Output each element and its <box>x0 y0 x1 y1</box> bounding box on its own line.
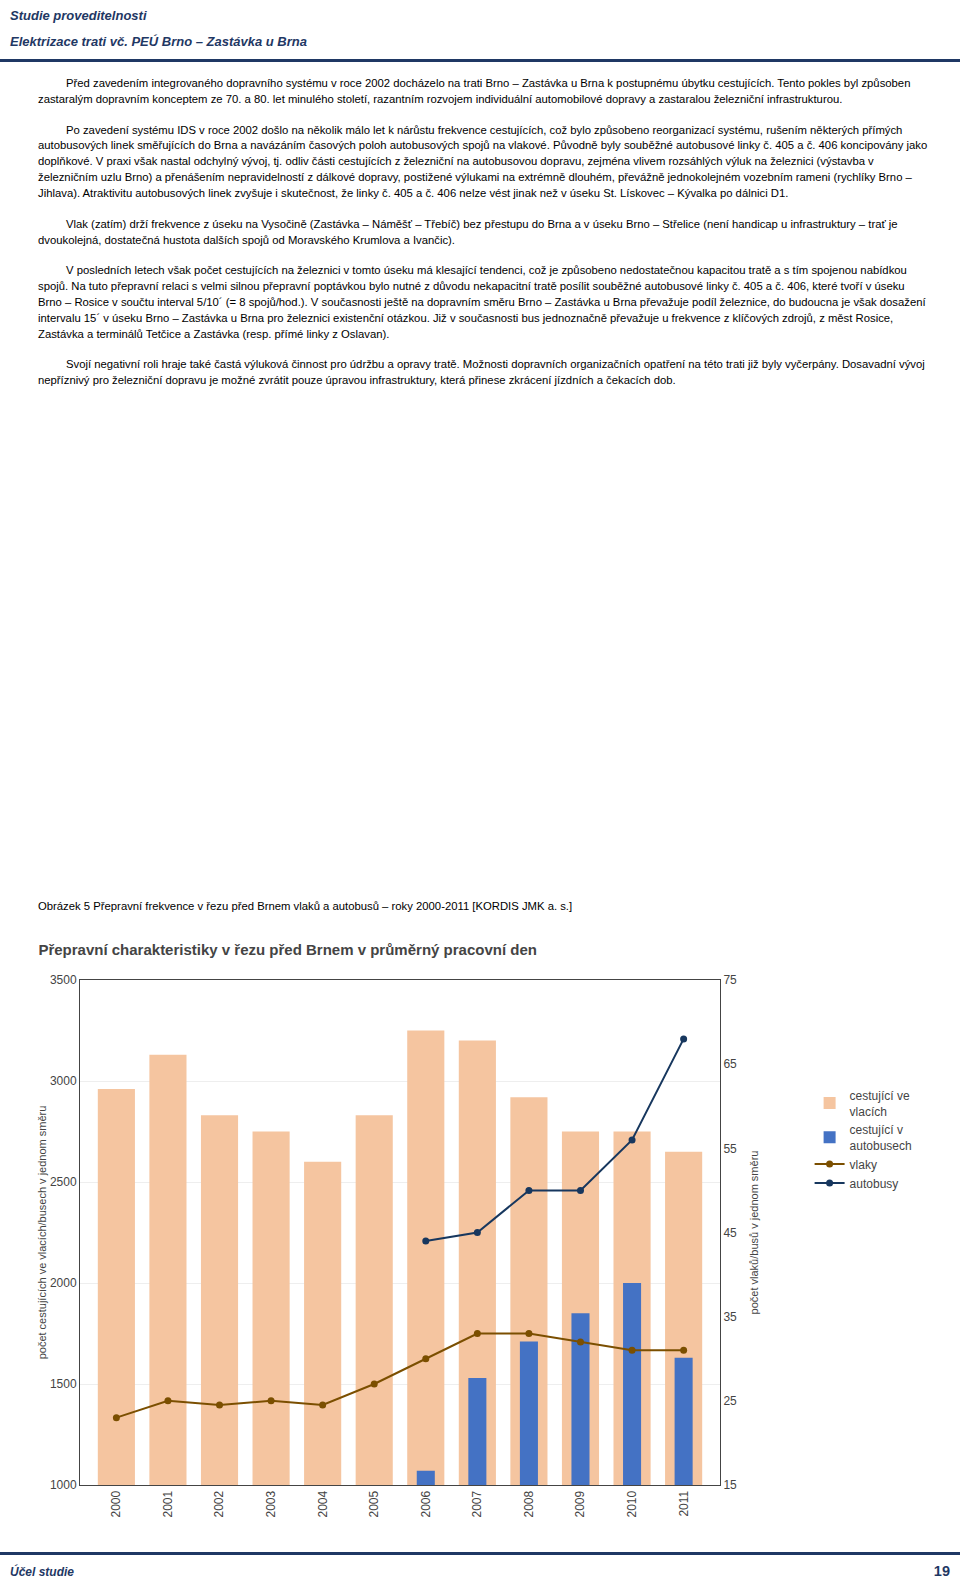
svg-text:počet cestujících ve vlacích/b: počet cestujících ve vlacích/busech v je… <box>36 1106 48 1360</box>
svg-text:2003: 2003 <box>264 1490 278 1517</box>
svg-text:1500: 1500 <box>50 1377 77 1391</box>
svg-text:15: 15 <box>723 1478 737 1492</box>
html-text:Účel studie: Účel studie <box>10 1565 74 1579</box>
svg-text:autobusy: autobusy <box>850 1177 899 1191</box>
html-text:19: 19 <box>933 1563 950 1579</box>
svg-text:cestující vautobusech: cestující vautobusech <box>850 1123 912 1153</box>
html-text:Svojí negativní roli hraje tak: Svojí negativní roli hraje také častá vý… <box>38 358 925 387</box>
svg-text:45: 45 <box>723 1226 737 1240</box>
svg-text:2005: 2005 <box>367 1490 381 1517</box>
html-text:Před zavedením integrovaného d: Před zavedením integrovaného dopravního … <box>38 77 911 105</box>
svg-text:2000: 2000 <box>50 1276 77 1290</box>
svg-text:cestující vevlacích: cestující vevlacích <box>850 1089 910 1119</box>
svg-text:2001: 2001 <box>161 1490 175 1517</box>
svg-text:2000: 2000 <box>109 1490 123 1517</box>
html-text:Po zavedení systému IDS v roce: Po zavedení systému IDS v roce 2002 došl… <box>38 123 928 199</box>
svg-text:3000: 3000 <box>50 1074 77 1088</box>
svg-text:2011: 2011 <box>677 1490 691 1516</box>
svg-text:2002: 2002 <box>212 1490 226 1517</box>
svg-text:25: 25 <box>723 1394 737 1408</box>
svg-text:2008: 2008 <box>522 1490 536 1517</box>
svg-text:55: 55 <box>723 1142 737 1156</box>
svg-text:2500: 2500 <box>50 1175 77 1189</box>
svg-text:2007: 2007 <box>470 1490 484 1517</box>
svg-text:vlaky: vlaky <box>850 1158 877 1172</box>
html-text:Studie proveditelnosti: Studie proveditelnosti <box>10 8 147 23</box>
html-text:V posledních letech však počet: V posledních letech však počet cestující… <box>38 264 926 340</box>
svg-text:Přepravní charakteristiky v ře: Přepravní charakteristiky v řezu před Br… <box>38 941 537 958</box>
svg-text:3500: 3500 <box>50 973 77 987</box>
svg-text:75: 75 <box>723 973 737 987</box>
svg-text:1000: 1000 <box>50 1478 77 1492</box>
svg-text:2009: 2009 <box>573 1490 587 1517</box>
svg-text:počet vlaků/busů v jednom směr: počet vlaků/busů v jednom směru <box>748 1151 760 1315</box>
html-text:Vlak (zatím) drží frekvence z: Vlak (zatím) drží frekvence z úseku na V… <box>38 217 898 246</box>
svg-text:2010: 2010 <box>625 1490 639 1517</box>
svg-text:2004: 2004 <box>316 1490 330 1517</box>
svg-text:2006: 2006 <box>419 1490 433 1517</box>
svg-text:65: 65 <box>723 1057 737 1071</box>
svg-text:35: 35 <box>723 1310 737 1324</box>
html-text:Elektrizace trati vč. PEÚ Brno: Elektrizace trati vč. PEÚ Brno – Zastávk… <box>10 34 307 49</box>
html-text:Obrázek 5 Přepravní frekvence: Obrázek 5 Přepravní frekvence v řezu pře… <box>38 900 573 912</box>
